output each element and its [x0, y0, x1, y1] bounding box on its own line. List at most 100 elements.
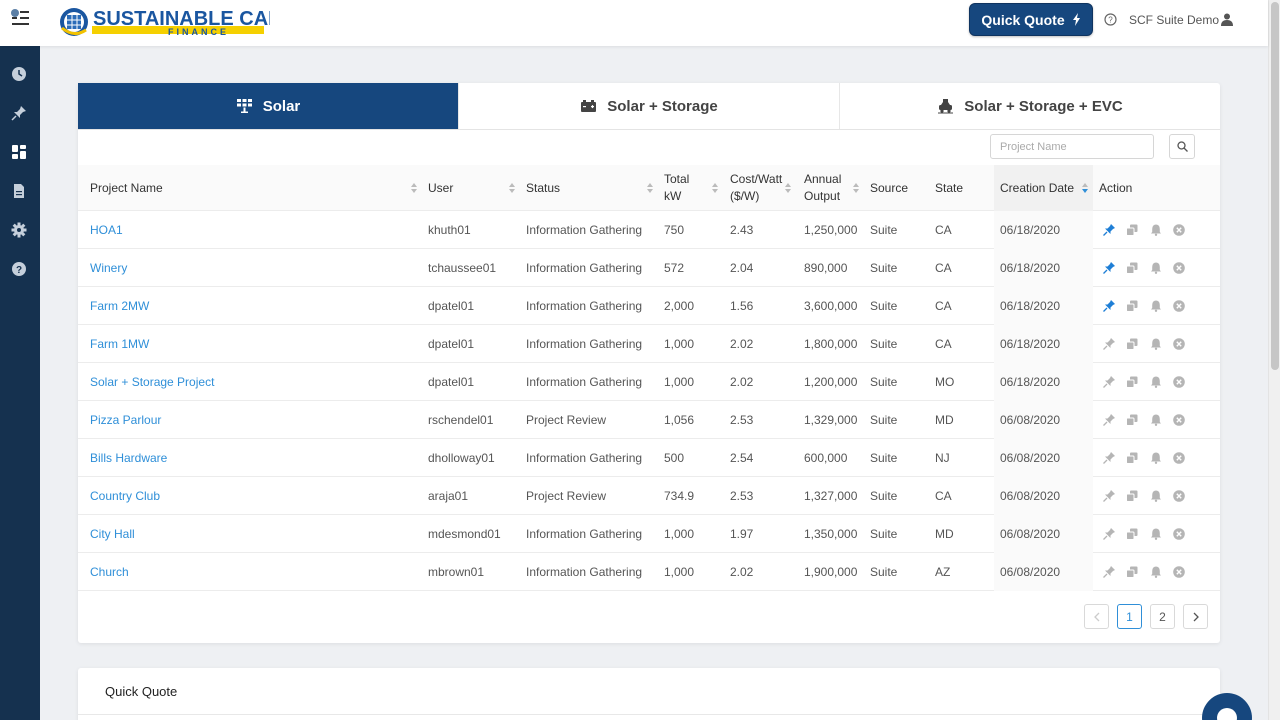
col-total-kw[interactable]: Total kW: [664, 172, 690, 203]
delete-circle-icon[interactable]: [1173, 262, 1185, 274]
delete-circle-icon[interactable]: [1173, 300, 1185, 312]
delete-circle-icon[interactable]: [1173, 528, 1185, 540]
status-cell: Information Gathering: [526, 527, 643, 541]
col-cost-watt[interactable]: Cost/Watt ($/W): [730, 172, 783, 203]
col-project-name[interactable]: Project Name: [90, 180, 163, 195]
project-name-link[interactable]: Farm 2MW: [90, 299, 150, 313]
creation-date-cell: 06/08/2020: [994, 515, 1093, 553]
user-icon[interactable]: [1221, 13, 1233, 26]
copy-icon[interactable]: [1126, 528, 1138, 540]
project-name-link[interactable]: Bills Hardware: [90, 451, 168, 465]
copy-icon[interactable]: [1126, 262, 1138, 274]
copy-icon[interactable]: [1126, 566, 1138, 578]
help-circle-icon[interactable]: ?: [1104, 13, 1117, 26]
user-name[interactable]: SCF Suite Demo: [1129, 13, 1220, 27]
col-creation-date[interactable]: Creation Date: [994, 165, 1093, 211]
project-name-link[interactable]: Farm 1MW: [90, 337, 150, 351]
user-cell: araja01: [428, 489, 469, 503]
help-icon[interactable]: ?: [11, 261, 27, 277]
pin-icon[interactable]: [1103, 376, 1115, 388]
copy-icon[interactable]: [1126, 300, 1138, 312]
sort-icon[interactable]: [410, 182, 418, 194]
sort-icon[interactable]: [852, 182, 860, 194]
prev-page-button[interactable]: [1084, 604, 1109, 629]
project-name-link[interactable]: Church: [90, 565, 129, 579]
document-icon[interactable]: [11, 183, 27, 199]
pin-icon[interactable]: [1103, 262, 1115, 274]
delete-circle-icon[interactable]: [1173, 338, 1185, 350]
bell-icon[interactable]: [1150, 338, 1162, 350]
delete-circle-icon[interactable]: [1173, 414, 1185, 426]
delete-circle-icon[interactable]: [1173, 452, 1185, 464]
svg-text:?: ?: [16, 265, 22, 276]
delete-circle-icon[interactable]: [1173, 490, 1185, 502]
delete-circle-icon[interactable]: [1173, 376, 1185, 388]
page-2-button[interactable]: 2: [1150, 604, 1175, 629]
gear-icon[interactable]: [11, 222, 27, 238]
source-cell: Suite: [870, 261, 898, 275]
tab-solar-storage[interactable]: Solar + Storage: [459, 83, 840, 129]
pin-icon[interactable]: [1103, 528, 1115, 540]
pin-icon[interactable]: [1103, 490, 1115, 502]
project-name-link[interactable]: Winery: [90, 261, 128, 275]
col-annual-output[interactable]: Annual Output: [804, 172, 842, 203]
tab-solar-storage-label: Solar + Storage: [607, 97, 718, 115]
pin-icon[interactable]: [1103, 566, 1115, 578]
bell-icon[interactable]: [1150, 452, 1162, 464]
copy-icon[interactable]: [1126, 338, 1138, 350]
vertical-scrollbar[interactable]: [1268, 0, 1280, 720]
copy-icon[interactable]: [1126, 376, 1138, 388]
search-button[interactable]: [1169, 134, 1195, 159]
user-cell: dpatel01: [428, 299, 475, 313]
delete-circle-icon[interactable]: [1173, 566, 1185, 578]
project-name-link[interactable]: Country Club: [90, 489, 161, 503]
user-cell: rschendel01: [428, 413, 494, 427]
project-name-link[interactable]: Pizza Parlour: [90, 413, 162, 427]
bell-icon[interactable]: [1150, 490, 1162, 502]
status-cell: Information Gathering: [526, 451, 643, 465]
pin-icon[interactable]: [1103, 452, 1115, 464]
dashboard-icon[interactable]: [11, 144, 27, 160]
sort-icon[interactable]: [508, 182, 516, 194]
project-name-link[interactable]: HOA1: [90, 223, 123, 237]
bell-icon[interactable]: [1150, 528, 1162, 540]
sort-icon[interactable]: [646, 182, 654, 194]
bell-icon[interactable]: [1150, 414, 1162, 426]
tab-solar-label: Solar: [262, 97, 301, 115]
pin-icon[interactable]: [1103, 224, 1115, 236]
copy-icon[interactable]: [1126, 490, 1138, 502]
copy-icon[interactable]: [1126, 224, 1138, 236]
next-page-button[interactable]: [1183, 604, 1208, 629]
bell-icon[interactable]: [1150, 376, 1162, 388]
menu-toggle-icon[interactable]: [6, 5, 32, 31]
state-cell: AZ: [935, 565, 951, 579]
copy-icon[interactable]: [1126, 414, 1138, 426]
copy-icon[interactable]: [1126, 452, 1138, 464]
status-cell: Information Gathering: [526, 337, 643, 351]
project-name-link[interactable]: Solar + Storage Project: [90, 375, 215, 389]
bell-icon[interactable]: [1150, 300, 1162, 312]
bell-icon[interactable]: [1150, 224, 1162, 236]
tab-solar[interactable]: Solar: [78, 83, 459, 129]
page-1-button[interactable]: 1: [1117, 604, 1142, 629]
sort-icon[interactable]: [784, 182, 792, 194]
scrollbar-thumb[interactable]: [1271, 2, 1279, 370]
pin-icon[interactable]: [11, 105, 27, 121]
sort-icon[interactable]: [711, 182, 719, 194]
clock-icon[interactable]: [11, 66, 27, 82]
col-user[interactable]: User: [428, 180, 454, 195]
sort-desc-icon[interactable]: [1081, 182, 1089, 194]
user-cell: dpatel01: [428, 337, 475, 351]
project-name-link[interactable]: City Hall: [90, 527, 135, 541]
source-cell: Suite: [870, 223, 898, 237]
quick-quote-button[interactable]: Quick Quote: [969, 3, 1093, 36]
bell-icon[interactable]: [1150, 566, 1162, 578]
pin-icon[interactable]: [1103, 414, 1115, 426]
bell-icon[interactable]: [1150, 262, 1162, 274]
tab-solar-storage-evc[interactable]: Solar + Storage + EVC: [840, 83, 1220, 129]
project-name-search-input[interactable]: [990, 134, 1154, 159]
delete-circle-icon[interactable]: [1173, 224, 1185, 236]
pin-icon[interactable]: [1103, 338, 1115, 350]
col-status[interactable]: Status: [526, 180, 561, 195]
pin-icon[interactable]: [1103, 300, 1115, 312]
